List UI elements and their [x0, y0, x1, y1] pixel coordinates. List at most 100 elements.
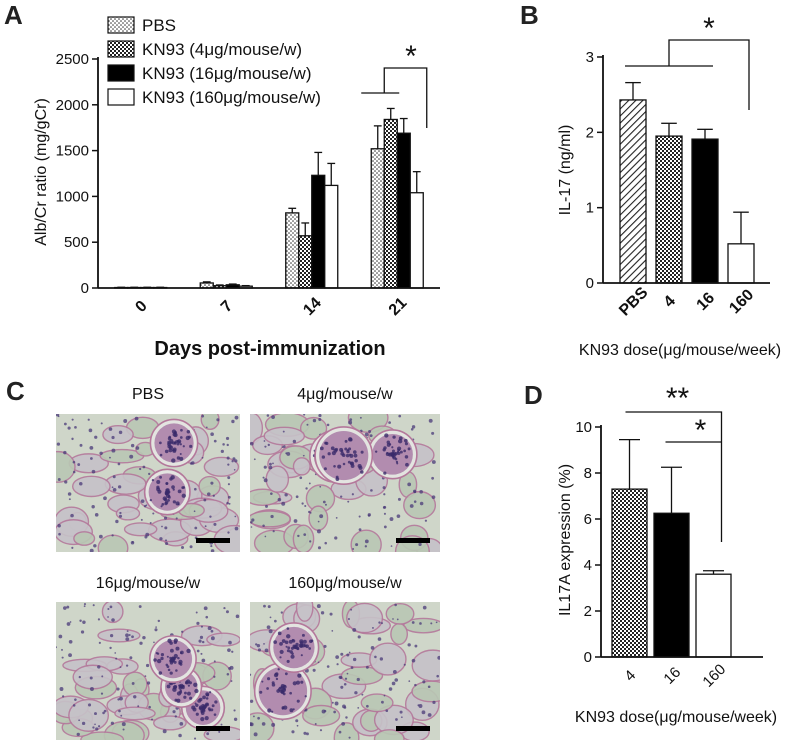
nucleus — [166, 655, 169, 658]
chart-b-bar — [727, 243, 755, 284]
nucleus — [288, 639, 293, 644]
nucleus — [354, 459, 358, 463]
nucleus — [72, 704, 76, 707]
nucleus — [166, 684, 171, 689]
tubule — [333, 722, 360, 740]
nucleus — [250, 526, 253, 528]
nucleus — [203, 498, 207, 502]
nucleus — [172, 687, 177, 692]
nucleus — [419, 490, 423, 494]
nucleus — [378, 621, 381, 624]
nucleus — [271, 722, 276, 727]
chart-a-x-axis-label: Days post-immunization — [154, 338, 385, 360]
nucleus — [176, 456, 181, 460]
nucleus — [325, 441, 329, 446]
nucleus — [228, 667, 231, 670]
nucleus — [227, 648, 231, 653]
nucleus — [298, 643, 303, 648]
nucleus — [90, 457, 93, 460]
nucleus — [409, 504, 414, 508]
nucleus — [352, 627, 357, 632]
nucleus — [178, 659, 183, 664]
chart-d-y-tick-label: 10 — [575, 419, 592, 436]
nucleus — [380, 700, 384, 704]
nucleus — [197, 698, 202, 703]
nucleus — [184, 691, 187, 695]
nucleus — [302, 639, 307, 644]
nucleus — [399, 450, 403, 454]
nucleus — [419, 622, 422, 625]
nucleus — [286, 452, 291, 456]
nucleus — [152, 512, 155, 515]
nucleus — [383, 493, 386, 496]
nucleus — [319, 485, 322, 488]
micrograph — [56, 414, 240, 552]
tubule — [385, 603, 415, 625]
nucleus — [290, 646, 294, 650]
nucleus — [290, 654, 295, 659]
nucleus — [391, 446, 394, 449]
nucleus — [210, 549, 215, 552]
tubule — [71, 475, 111, 498]
chart-b-x-axis-label: KN93 dose(μg/mouse/week) — [579, 342, 781, 359]
nucleus — [123, 419, 128, 423]
nucleus — [83, 603, 87, 606]
chart-a-x-tick-label: 0 — [132, 298, 150, 316]
chart-a-y-tick-label: 500 — [64, 234, 89, 251]
nucleus — [286, 627, 290, 630]
tubule — [68, 698, 110, 732]
nucleus — [210, 544, 213, 548]
nucleus — [353, 453, 358, 458]
nucleus — [267, 605, 271, 609]
nucleus — [61, 648, 63, 651]
nucleus — [271, 681, 275, 685]
nucleus — [296, 699, 300, 703]
nucleus — [269, 616, 272, 619]
tubule — [411, 649, 440, 682]
nucleus — [263, 643, 265, 645]
nucleus — [179, 452, 182, 456]
nucleus — [383, 525, 387, 529]
nucleus — [231, 419, 235, 424]
nucleus — [130, 540, 135, 545]
nucleus — [291, 639, 296, 643]
nucleus — [71, 546, 74, 549]
nucleus — [164, 449, 169, 454]
nucleus — [111, 486, 114, 489]
nucleus — [151, 478, 155, 482]
nucleus — [279, 641, 283, 646]
nucleus — [335, 516, 338, 519]
nucleus — [302, 454, 305, 457]
nucleus — [395, 460, 399, 464]
nucleus — [312, 418, 317, 423]
nucleus — [413, 490, 417, 494]
nucleus — [125, 637, 130, 642]
panel-label-a: A — [4, 0, 23, 30]
nucleus — [431, 476, 435, 480]
nucleus — [392, 618, 394, 620]
nucleus — [177, 503, 180, 506]
nucleus — [297, 534, 300, 538]
nucleus — [413, 500, 417, 503]
nucleus — [70, 513, 74, 518]
nucleus — [274, 619, 277, 623]
nucleus — [122, 728, 125, 731]
nucleus — [317, 520, 320, 523]
nucleus — [117, 485, 122, 489]
nucleus — [156, 479, 161, 484]
tubule — [73, 531, 96, 546]
nucleus — [431, 431, 435, 435]
nucleus — [408, 680, 411, 683]
nucleus — [204, 716, 209, 721]
nucleus — [282, 687, 286, 691]
nucleus — [382, 486, 386, 490]
nucleus — [370, 489, 373, 492]
nucleus — [263, 465, 267, 469]
chart-a-bar — [324, 184, 339, 289]
nucleus — [181, 546, 185, 550]
nucleus — [140, 499, 145, 503]
nucleus — [171, 485, 175, 489]
nucleus — [133, 695, 137, 699]
nucleus — [261, 680, 264, 683]
nucleus — [194, 688, 199, 694]
